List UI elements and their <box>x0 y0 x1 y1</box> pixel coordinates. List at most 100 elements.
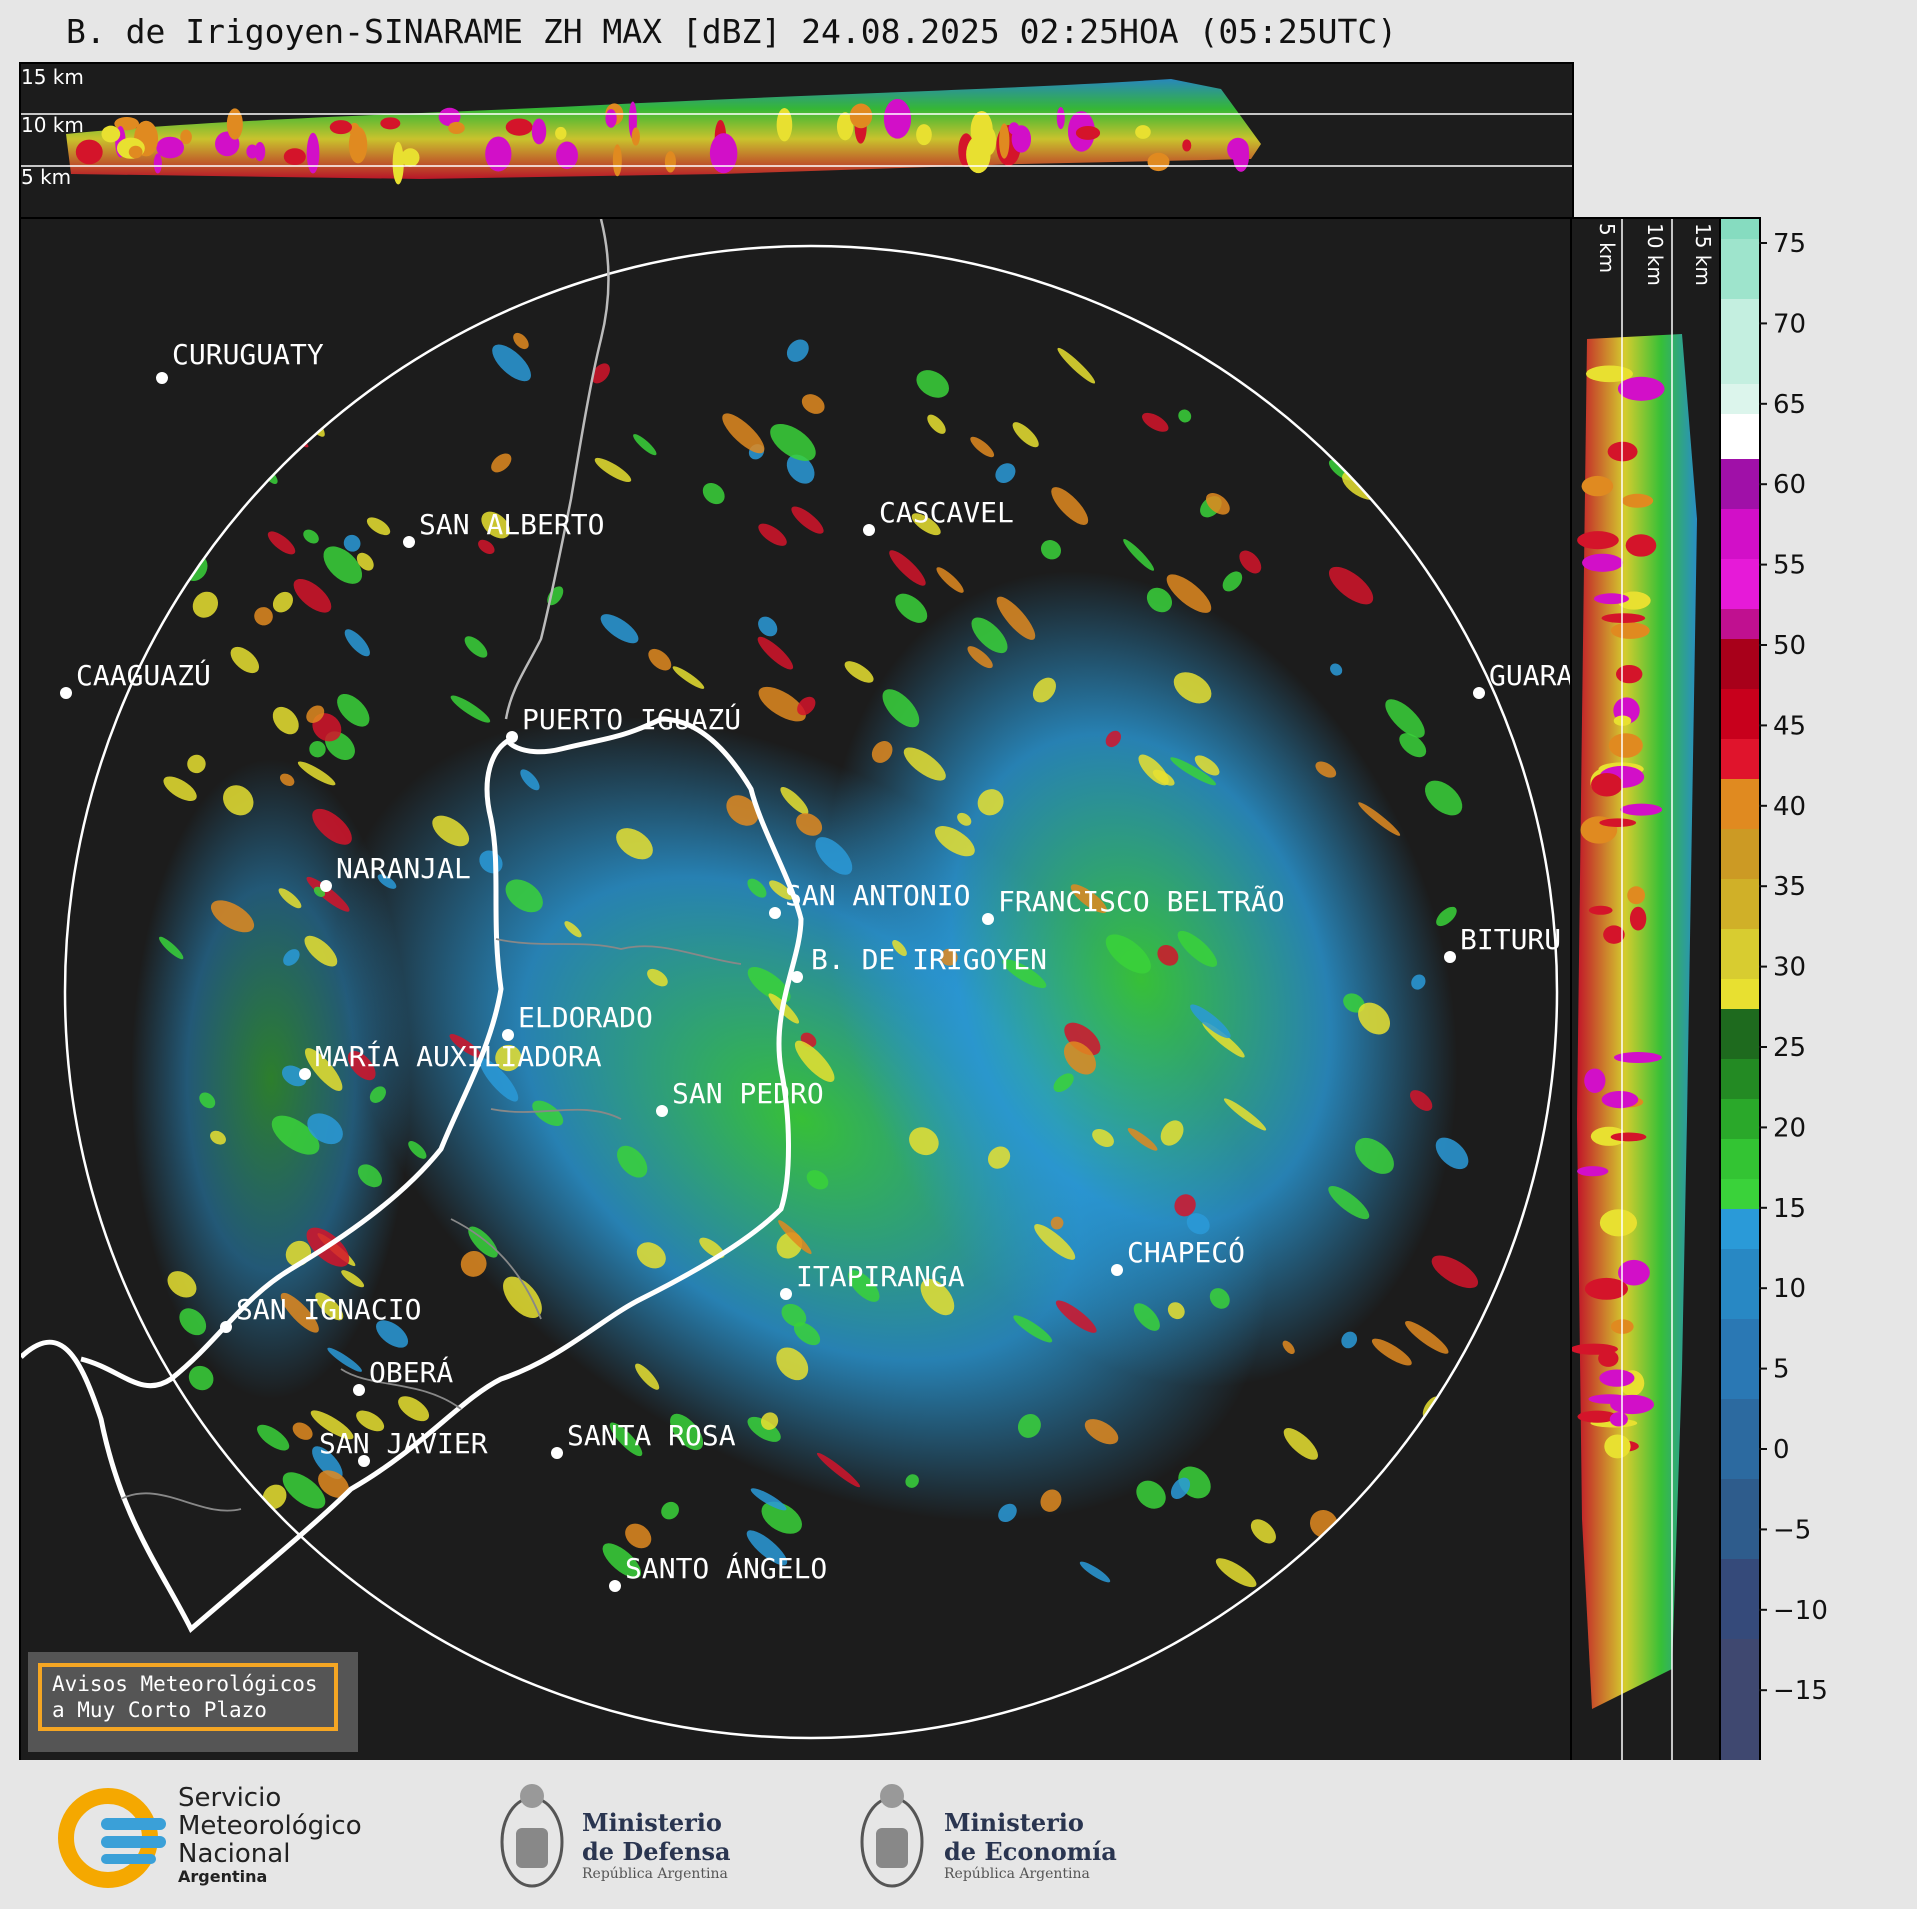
side-echo-cell <box>1625 534 1657 557</box>
echo-cell <box>995 463 1016 484</box>
echo-cell <box>758 616 778 637</box>
city-marker <box>1444 951 1456 963</box>
top-echo-cell <box>1182 139 1192 152</box>
smn-line-1: Servicio <box>178 1783 282 1813</box>
colorbar-band <box>1721 299 1759 384</box>
echo-cell <box>1053 1073 1074 1093</box>
echo-cell <box>282 1472 326 1509</box>
top-echo-cell <box>75 139 103 165</box>
colorbar-tick-label: 65 <box>1773 390 1806 420</box>
top-echo-cell <box>348 126 368 164</box>
echo-cell <box>1012 422 1039 448</box>
echo-cell <box>398 1396 430 1422</box>
echo-cell <box>1136 1480 1166 1509</box>
echo-cell <box>460 1250 487 1277</box>
city-label: FRANCISCO BELTRÃO <box>998 885 1285 918</box>
notice-box[interactable]: Avisos Meteorológicos a Muy Corto Plazo <box>28 1652 358 1752</box>
side-echo-cell <box>1603 925 1625 944</box>
echo-cell <box>1424 780 1463 816</box>
top-10km-label: 10 km <box>21 113 84 137</box>
echo-cell <box>327 1347 362 1372</box>
side-echo-cell <box>1610 1132 1647 1142</box>
city-marker <box>299 1068 311 1080</box>
colorbar-band <box>1721 1209 1759 1249</box>
colorbar-tick-label: 35 <box>1773 872 1806 902</box>
echo-cell <box>520 769 540 791</box>
echo-cell <box>1040 1489 1062 1512</box>
echo-cell <box>747 878 767 898</box>
top-echo-cell <box>1147 152 1170 172</box>
echo-cell <box>306 705 325 723</box>
echo-cell <box>1309 1510 1338 1538</box>
top-echo-cell <box>916 124 932 146</box>
echo-cell <box>1371 1338 1412 1366</box>
top-echo-cell <box>1056 107 1065 130</box>
echo-cell <box>600 614 639 644</box>
top-cross-section-panel: 15 km 10 km 5 km <box>19 62 1574 221</box>
top-echo-cell <box>664 151 676 173</box>
top-echo-cell <box>153 153 162 174</box>
side-echo-cell <box>1582 553 1624 572</box>
top-echo-cell <box>849 103 873 129</box>
top-convective-cells <box>75 98 1250 185</box>
echo-cell <box>481 511 510 539</box>
echo-cell <box>310 1410 354 1440</box>
echo-cell <box>280 1292 319 1333</box>
map-title: B. de Irigoyen-SINARAME ZH MAX [dBZ] 24.… <box>66 12 1398 51</box>
echo-cell <box>1282 1340 1295 1355</box>
echo-cell <box>1146 587 1173 613</box>
echo-cell <box>1138 754 1169 786</box>
echo-cell <box>262 467 278 484</box>
colorbar-band <box>1721 1139 1759 1179</box>
echo-cell <box>699 1237 725 1259</box>
echo-cell <box>672 666 705 689</box>
colorbar-tick-label: 70 <box>1773 309 1806 339</box>
echo-cell <box>778 1220 812 1255</box>
colorbar-band <box>1721 779 1759 829</box>
top-echo-cell <box>605 109 617 128</box>
smn-line-2: Meteorológico <box>178 1811 362 1841</box>
economia-seal-icon <box>860 1784 924 1888</box>
side-5km-label: 5 km <box>1595 223 1619 273</box>
economia-logo-text: Ministerio de Economía República Argenti… <box>944 1808 1117 1882</box>
echo-cell <box>1239 550 1262 574</box>
side-echo-cell <box>1608 733 1643 758</box>
smn-line-3: Nacional <box>178 1839 291 1869</box>
echo-cell <box>1055 1300 1097 1333</box>
echo-cell <box>210 1130 226 1145</box>
colorbar-band <box>1721 414 1759 459</box>
colorbar-band <box>1721 1099 1759 1139</box>
city-marker <box>60 687 72 699</box>
smn-line-4: Argentina <box>178 1867 268 1886</box>
echo-cell <box>1177 930 1218 968</box>
echo-cell <box>267 531 296 555</box>
echo-cell <box>1374 1541 1399 1562</box>
defensa-line-1: Ministerio <box>582 1808 722 1837</box>
colorbar-tick-label: −15 <box>1773 1676 1828 1706</box>
top-echo-cell <box>329 120 353 135</box>
echo-cell <box>1190 1004 1231 1039</box>
side-echo-cell <box>1581 475 1614 497</box>
echo-cell <box>1358 802 1401 836</box>
echo-cell <box>368 322 408 364</box>
city-label: SAN JAVIER <box>319 1427 488 1460</box>
echo-cell <box>343 534 361 552</box>
echo-cell <box>1283 1428 1319 1460</box>
colorbar-band <box>1721 459 1759 509</box>
smn-logo-text: Servicio Meteorológico Nacional Argentin… <box>178 1784 362 1886</box>
echo-cell <box>1194 755 1220 776</box>
top-echo-cell <box>448 121 465 135</box>
colorbar-band <box>1721 979 1759 1009</box>
echo-cell <box>187 754 206 774</box>
colorbar-tick-label: 45 <box>1773 711 1806 741</box>
echo-cell <box>750 1488 787 1511</box>
echo-cell <box>356 552 374 571</box>
echo-cell <box>278 888 302 909</box>
echo-cell <box>702 482 725 505</box>
echo-cell <box>369 1086 386 1103</box>
echo-cell <box>223 785 254 816</box>
echo-cell <box>816 1452 861 1488</box>
top-echo-cell <box>156 136 184 159</box>
echo-cell <box>1395 330 1417 352</box>
